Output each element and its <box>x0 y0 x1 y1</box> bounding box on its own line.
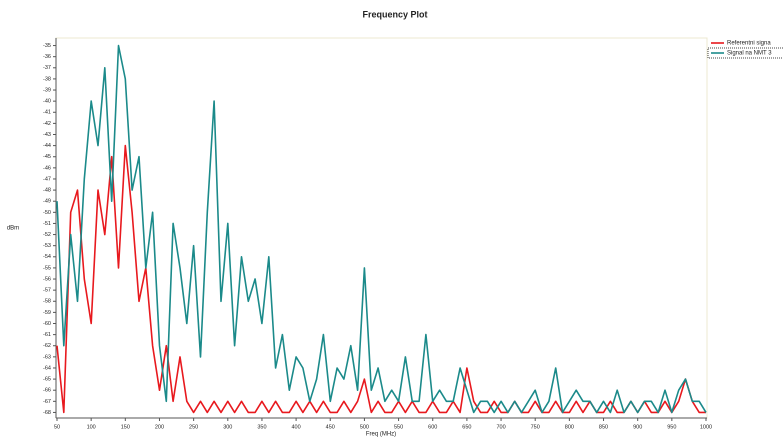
x-tick-label: 850 <box>599 424 608 430</box>
y-tick-label: -67 <box>43 399 51 405</box>
y-tick-label: -37 <box>43 65 51 71</box>
legend-focus <box>707 47 783 59</box>
y-tick-label: -53 <box>43 243 51 249</box>
y-tick-label: -55 <box>43 265 51 271</box>
y-tick-label: -60 <box>43 321 51 327</box>
y-tick-label: -47 <box>43 176 51 182</box>
y-tick-label: -50 <box>43 210 51 216</box>
y-tick-label: -68 <box>43 410 51 416</box>
x-tick-label: 500 <box>360 424 369 430</box>
x-axis-label: Freq (MHz) <box>366 432 396 438</box>
y-tick-label: -57 <box>43 288 51 294</box>
x-tick-label: 950 <box>667 424 676 430</box>
x-tick-label: 400 <box>292 424 301 430</box>
y-tick-label: -39 <box>43 87 51 93</box>
y-tick-label: -40 <box>43 99 51 105</box>
y-tick-label: -42 <box>43 121 51 127</box>
y-tick-label: -62 <box>43 343 51 349</box>
legend-label: Signal na NMT 3 <box>727 51 772 57</box>
x-tick-label: 200 <box>155 424 164 430</box>
y-tick-label: -56 <box>43 276 51 282</box>
x-tick-label: 50 <box>54 424 60 430</box>
x-tick-label: 300 <box>223 424 232 430</box>
y-tick-label: -36 <box>43 54 51 60</box>
y-tick-label: -63 <box>43 354 51 360</box>
x-tick-label: 750 <box>531 424 540 430</box>
y-tick-label: -59 <box>43 310 51 316</box>
x-tick-label: 700 <box>496 424 505 430</box>
y-tick-label: -45 <box>43 154 51 160</box>
x-tick-label: 550 <box>394 424 403 430</box>
y-axis-label: dBm <box>7 226 19 232</box>
y-tick-label: -43 <box>43 132 51 138</box>
x-tick-label: 900 <box>633 424 642 430</box>
y-tick-label: -64 <box>43 365 51 371</box>
x-tick-label: 450 <box>326 424 335 430</box>
y-tick-label: -44 <box>43 143 51 149</box>
y-tick-label: -41 <box>43 110 51 116</box>
x-tick-label: 1000 <box>700 424 712 430</box>
y-tick-label: -58 <box>43 299 51 305</box>
y-tick-label: -61 <box>43 332 51 338</box>
y-tick-label: -51 <box>43 221 51 227</box>
x-tick-label: 800 <box>565 424 574 430</box>
y-tick-label: -54 <box>43 254 51 260</box>
x-tick-label: 650 <box>462 424 471 430</box>
y-tick-label: -46 <box>43 165 51 171</box>
x-tick-label: 150 <box>121 424 130 430</box>
y-tick-label: -66 <box>43 388 51 394</box>
y-tick-label: -48 <box>43 188 51 194</box>
y-tick-label: -52 <box>43 232 51 238</box>
series-line <box>56 144 706 414</box>
series-line <box>56 44 707 414</box>
y-tick-label: -35 <box>43 43 51 49</box>
x-tick-label: 250 <box>189 424 198 430</box>
x-tick-label: 350 <box>257 424 266 430</box>
y-tick-label: -65 <box>43 377 51 383</box>
y-tick-label: -38 <box>43 76 51 82</box>
legend-label: Referentni signa <box>727 41 771 47</box>
x-tick-label: 100 <box>87 424 96 430</box>
x-tick-label: 600 <box>428 424 437 430</box>
y-tick-label: -49 <box>43 199 51 205</box>
chart-title: Frequency Plot <box>362 9 427 19</box>
